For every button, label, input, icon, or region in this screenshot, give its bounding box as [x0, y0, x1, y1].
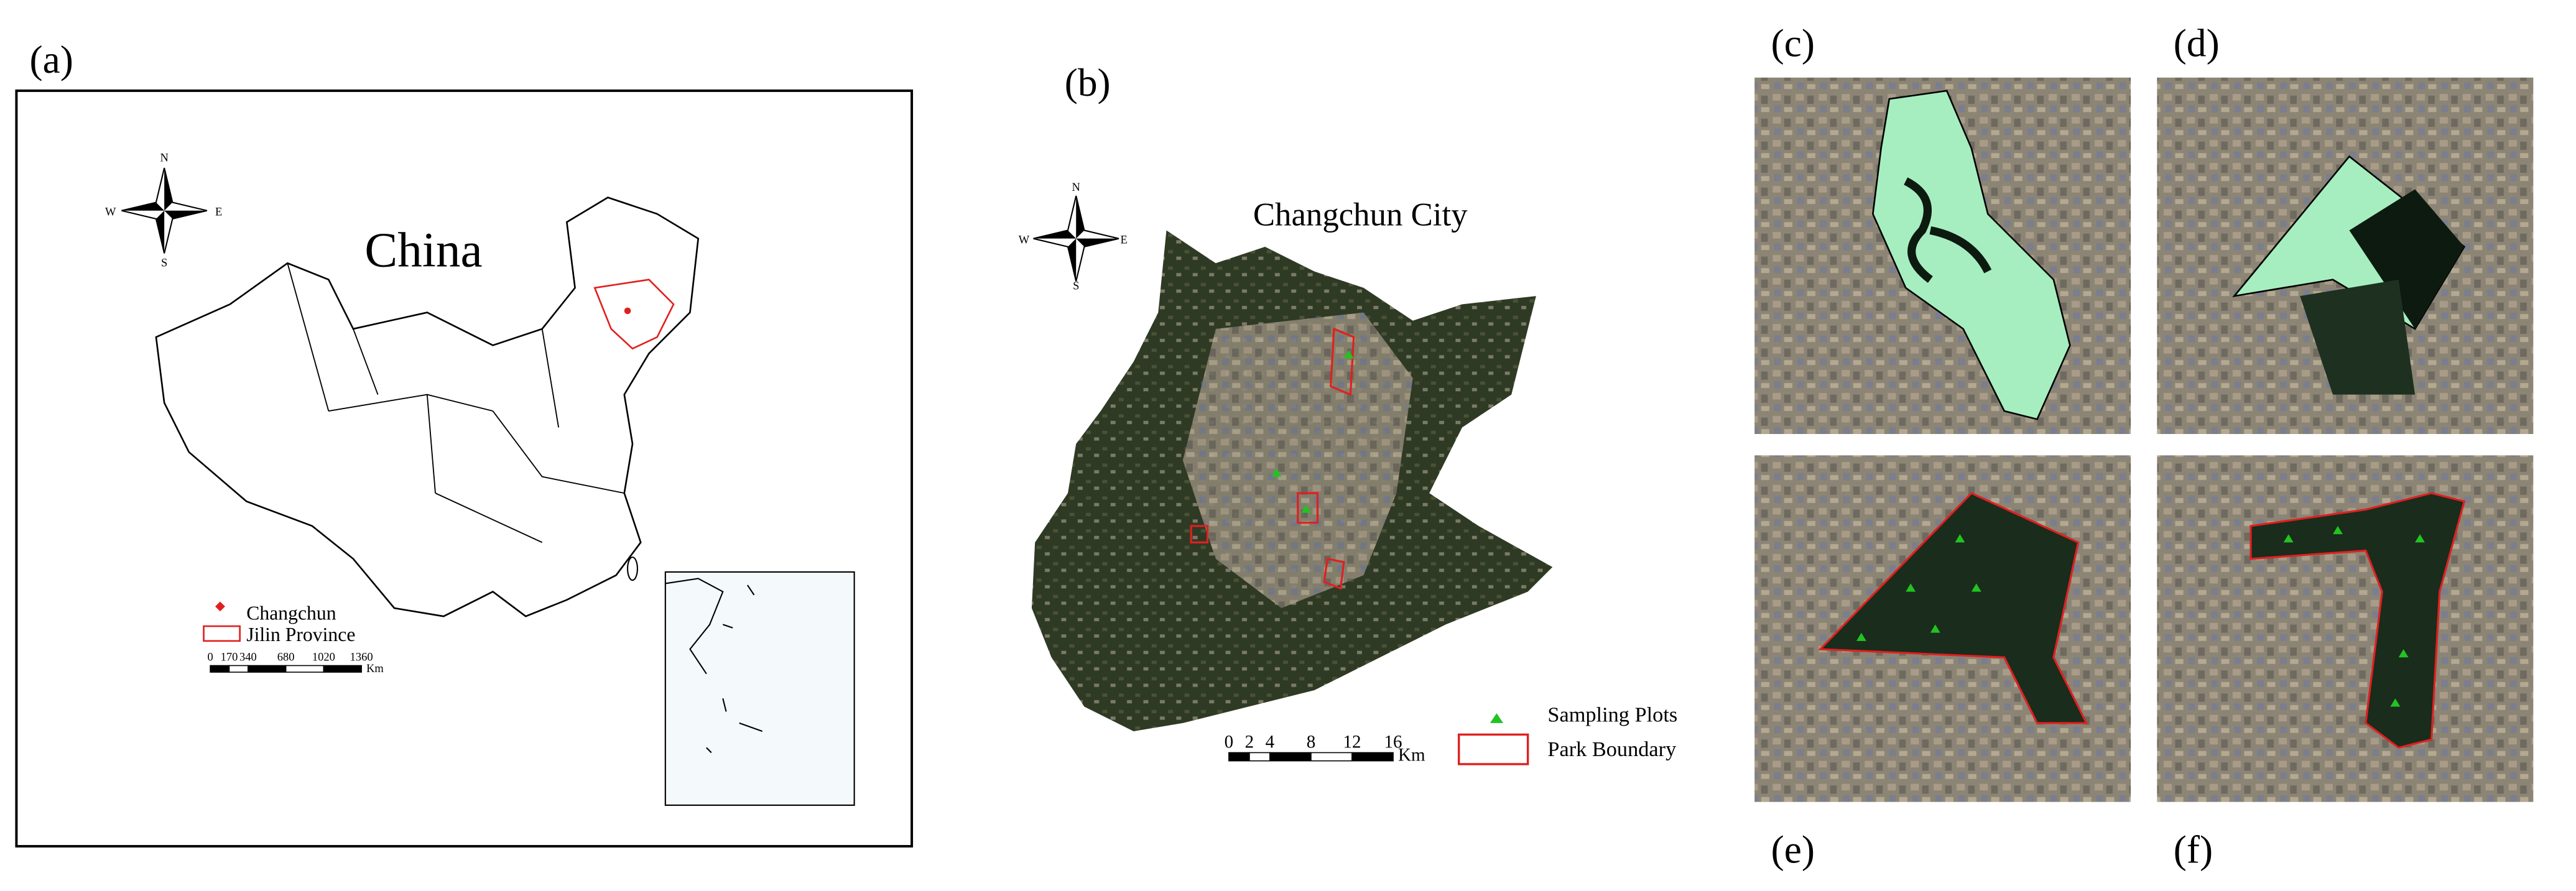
satellite-image: [2157, 455, 2534, 802]
panel-label: (c): [1771, 21, 1815, 65]
compass-n: N: [1072, 181, 1080, 193]
panel-label: (a): [30, 38, 73, 81]
scale-unit: Km: [366, 662, 384, 675]
scale-segment: [285, 665, 325, 673]
scale-label: 170: [221, 651, 238, 663]
scale-label: 1020: [312, 651, 335, 663]
urban-core: [1182, 312, 1413, 609]
legend-label: Jilin Province: [246, 624, 355, 645]
map-title: Changchun City: [1253, 197, 1468, 233]
scale-segment: [1351, 752, 1394, 762]
panel-label: (d): [2174, 21, 2220, 65]
compass-e: E: [215, 206, 222, 218]
scale-label: 12: [1343, 732, 1361, 752]
changchun-point: [624, 307, 631, 315]
province-borders: [287, 263, 624, 543]
scale-label: 16: [1384, 732, 1402, 752]
scale-segment: [228, 665, 249, 673]
china-outline: [155, 196, 700, 617]
sampling-plots: [1271, 350, 1354, 513]
compass-n: N: [160, 152, 168, 164]
woodland: [2300, 279, 2416, 395]
compass-w: W: [105, 206, 116, 218]
scale-unit: Km: [1398, 746, 1425, 765]
scale-label: 0: [1225, 732, 1234, 752]
panel-label: (f): [2174, 828, 2213, 871]
legend-label: Changchun: [246, 602, 336, 624]
park-area: [1818, 492, 2088, 724]
park-area: [2249, 492, 2466, 749]
scale-segment: [248, 665, 287, 673]
compass-s: S: [1073, 280, 1079, 292]
scale-segment: [1269, 752, 1312, 762]
legend-label: Sampling Plots: [1547, 703, 1677, 726]
inset-coast: [665, 578, 763, 754]
scale-label: 340: [239, 651, 257, 663]
scale-label: 8: [1307, 732, 1316, 752]
legend-point: [1490, 713, 1504, 723]
park-boundaries: [1190, 327, 1355, 590]
legend-label: Park Boundary: [1547, 737, 1677, 761]
legend-point: [215, 601, 225, 612]
compass-e: E: [1121, 234, 1128, 246]
scale-segment: [1310, 752, 1353, 762]
scale-segment: [323, 665, 362, 673]
scale-label: 680: [277, 651, 295, 663]
map-title: China: [364, 223, 482, 278]
panel-label: (b): [1065, 61, 1111, 104]
sampling-plots: [1856, 534, 1981, 641]
jilin-outline: [593, 279, 675, 350]
taiwan: [627, 556, 638, 581]
inset-map: [664, 571, 855, 806]
scale-segment: [210, 665, 230, 673]
compass-s: S: [161, 257, 167, 269]
scale-segment: [1249, 752, 1271, 762]
scale-label: 1360: [350, 651, 373, 663]
scale-label: 2: [1245, 732, 1254, 752]
panel-label: (e): [1771, 828, 1815, 871]
lake: [1904, 177, 1992, 283]
compass-w: W: [1019, 234, 1030, 246]
compass: [1032, 195, 1119, 282]
legend-box: [203, 625, 241, 642]
scale-segment: [1228, 752, 1250, 762]
scale-label: 4: [1266, 732, 1275, 752]
lake: [2349, 189, 2465, 329]
sampling-plots: [2283, 525, 2425, 707]
scale-label: 0: [207, 651, 213, 663]
legend-box: [1458, 733, 1529, 765]
